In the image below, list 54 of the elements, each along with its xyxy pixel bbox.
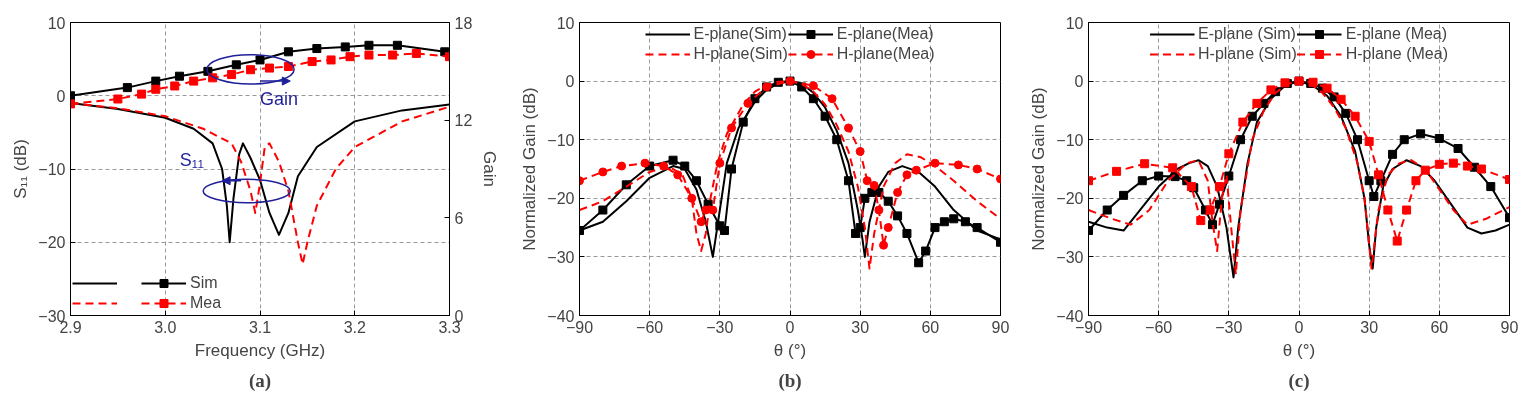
y-tick-label: −10 bbox=[38, 161, 66, 178]
text: (a) bbox=[248, 369, 272, 392]
x-axis-title: θ (°) bbox=[1282, 340, 1316, 360]
x-tick-label: 90 bbox=[1500, 318, 1519, 336]
x-axis-title: θ (°) bbox=[773, 340, 807, 360]
legend-label: H-plane (Mea) bbox=[1345, 45, 1448, 63]
x-tick-label: −60 bbox=[636, 318, 664, 336]
legend-label: H-plane(Mea) bbox=[836, 45, 935, 63]
text: (b) bbox=[778, 369, 802, 392]
x-tick-label: −30 bbox=[1215, 318, 1243, 336]
legend-label: E-plane (Sim) bbox=[1198, 25, 1296, 43]
y-tick-label: −20 bbox=[38, 234, 66, 252]
legend-label: E-plane(Sim) bbox=[693, 25, 787, 43]
x-tick-label: 0 bbox=[785, 318, 795, 336]
y-tick-label: 10 bbox=[556, 14, 575, 32]
y-tick-label: 0 bbox=[565, 73, 575, 91]
x-tick-label: −30 bbox=[706, 318, 734, 336]
y-axis-title: S₁₁ (dB) bbox=[11, 139, 31, 199]
y-tick-label: −20 bbox=[547, 190, 575, 208]
y-tick-label: 0 bbox=[1074, 73, 1084, 91]
y-tick-label: 10 bbox=[47, 14, 66, 32]
y-tick-label: −20 bbox=[1056, 190, 1084, 208]
legend-label: E-plane(Mea) bbox=[836, 25, 934, 43]
y2-axis-title: Gain bbox=[480, 151, 500, 187]
legend-label: H-plane (Sim) bbox=[1198, 45, 1297, 63]
x-tick-label: 3.1 bbox=[248, 318, 272, 336]
legend-label: Sim bbox=[190, 274, 218, 292]
x-tick-label: 30 bbox=[851, 318, 870, 336]
y2-tick-label: 6 bbox=[454, 209, 464, 227]
x-tick-label: 30 bbox=[1360, 318, 1379, 336]
y-axis-title: Normalized Gain (dB) bbox=[1029, 87, 1049, 251]
x-tick-label: 0 bbox=[1294, 318, 1304, 336]
x-tick-label: 3.0 bbox=[154, 318, 177, 336]
x-axis-title: Frequency (GHz) bbox=[194, 340, 326, 360]
y-tick-label: −30 bbox=[1056, 248, 1084, 266]
x-tick-label: 3.2 bbox=[343, 318, 366, 336]
text: (c) bbox=[1288, 369, 1310, 392]
legend-label: H-plane(Sim) bbox=[693, 45, 788, 63]
x-tick-label: −60 bbox=[1145, 318, 1173, 336]
x-tick-label: 60 bbox=[1430, 318, 1449, 336]
annotation: S₁₁ bbox=[179, 150, 204, 171]
y-tick-label: 10 bbox=[1065, 14, 1084, 32]
x-tick-label: 90 bbox=[991, 318, 1010, 336]
legend-label: E-plane (Mea) bbox=[1345, 25, 1448, 43]
y2-tick-label: 12 bbox=[454, 112, 473, 130]
y-tick-label: −10 bbox=[547, 131, 575, 149]
annotation: Gain bbox=[259, 88, 298, 109]
legend-label: Mea bbox=[190, 294, 222, 312]
y-tick-label: −10 bbox=[1056, 131, 1084, 149]
y-tick-label: −30 bbox=[547, 248, 575, 266]
y-tick-label: 0 bbox=[56, 87, 66, 105]
y2-tick-label: 18 bbox=[454, 14, 473, 32]
y-axis-title: Normalized Gain (dB) bbox=[520, 87, 540, 251]
x-tick-label: 60 bbox=[921, 318, 940, 336]
